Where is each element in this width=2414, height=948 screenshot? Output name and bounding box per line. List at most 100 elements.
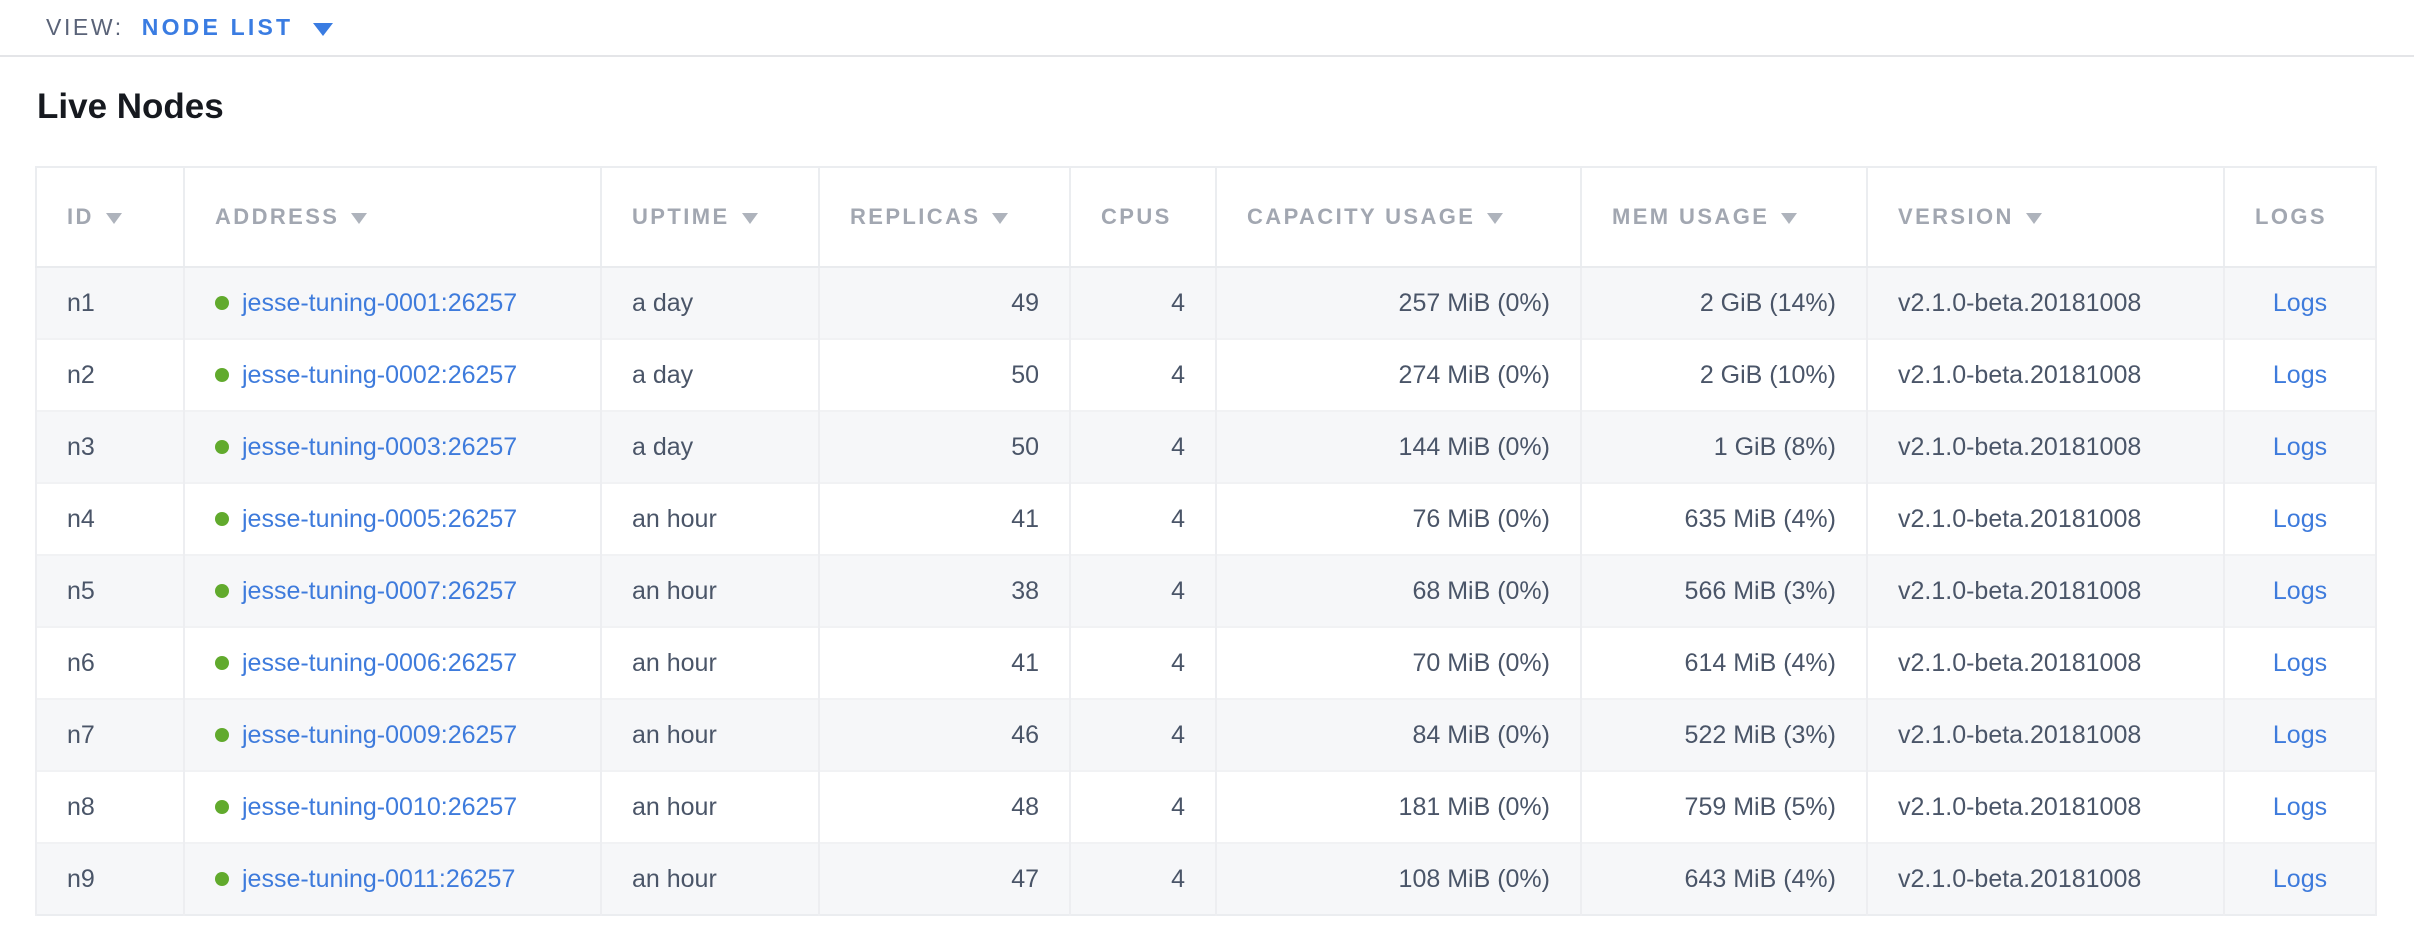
cell-address: jesse-tuning-0010:26257 xyxy=(183,770,602,843)
cell-uptime: a day xyxy=(600,410,820,483)
logs-link[interactable]: Logs xyxy=(2272,288,2328,317)
cell-id: n7 xyxy=(35,698,185,771)
cell-cpus: 4 xyxy=(1069,770,1217,843)
node-healthy-icon xyxy=(215,295,229,310)
live-nodes-table: ID ADDRESS UPTIME REPLICAS CPUS CAPACITY USAG… xyxy=(35,166,2377,916)
cell-logs: Logs xyxy=(2223,698,2377,771)
node-address-link[interactable]: jesse-tuning-0007:26257 xyxy=(242,576,518,605)
cell-mem: 614 MiB (4%) xyxy=(1580,626,1868,699)
sort-desc-icon xyxy=(105,213,122,224)
node-address-link[interactable]: jesse-tuning-0010:26257 xyxy=(242,792,518,821)
node-address-link[interactable]: jesse-tuning-0005:26257 xyxy=(242,504,518,533)
cell-id: n4 xyxy=(35,482,185,555)
cell-id: n1 xyxy=(35,266,185,339)
node-healthy-icon xyxy=(215,511,229,526)
table-header: ID ADDRESS UPTIME REPLICAS CPUS CAPACITY USAG… xyxy=(35,167,2377,268)
table-row: n9 jesse-tuning-0011:26257 an hour 47 4 108 M… xyxy=(35,842,2377,915)
cell-uptime: an hour xyxy=(600,482,820,555)
cell-mem: 2 GiB (10%) xyxy=(1580,338,1868,411)
cell-logs: Logs xyxy=(2223,842,2377,915)
cell-logs: Logs xyxy=(2223,338,2377,411)
node-healthy-icon xyxy=(215,655,229,670)
column-header-replicas[interactable]: REPLICAS xyxy=(818,167,1071,268)
column-header-address[interactable]: ADDRESS xyxy=(183,167,602,268)
logs-link[interactable]: Logs xyxy=(2272,648,2328,677)
live-nodes-section: ID ADDRESS UPTIME REPLICAS CPUS CAPACITY USAG… xyxy=(35,166,2377,916)
sort-desc-icon xyxy=(1487,213,1504,224)
node-address-link[interactable]: jesse-tuning-0003:26257 xyxy=(242,432,518,461)
cell-replicas: 49 xyxy=(818,266,1071,339)
column-header-capacity[interactable]: CAPACITY USAGE xyxy=(1215,167,1582,268)
column-label: VERSION xyxy=(1898,204,2014,229)
cell-replicas: 41 xyxy=(818,626,1071,699)
table-header-row: ID ADDRESS UPTIME REPLICAS CPUS CAPACITY USAG… xyxy=(35,167,2377,268)
cell-logs: Logs xyxy=(2223,482,2377,555)
cell-version: v2.1.0-beta.20181008 xyxy=(1866,770,2225,843)
node-address-link[interactable]: jesse-tuning-0006:26257 xyxy=(242,648,518,677)
cell-id: n2 xyxy=(35,338,185,411)
cell-replicas: 47 xyxy=(818,842,1071,915)
table-row: n6 jesse-tuning-0006:26257 an hour 41 4 70 Mi… xyxy=(35,626,2377,699)
sort-desc-icon xyxy=(1781,213,1798,224)
column-header-cpus: CPUS xyxy=(1069,167,1217,268)
cell-version: v2.1.0-beta.20181008 xyxy=(1866,698,2225,771)
node-healthy-icon xyxy=(215,799,229,814)
node-address-link[interactable]: jesse-tuning-0009:26257 xyxy=(242,720,518,749)
logs-link[interactable]: Logs xyxy=(2272,504,2328,533)
column-label: CPUS xyxy=(1101,204,1172,229)
cell-cpus: 4 xyxy=(1069,842,1217,915)
cell-address: jesse-tuning-0009:26257 xyxy=(183,698,602,771)
cell-version: v2.1.0-beta.20181008 xyxy=(1866,266,2225,339)
node-healthy-icon xyxy=(215,871,229,886)
column-label: UPTIME xyxy=(632,204,730,229)
column-header-mem[interactable]: MEM USAGE xyxy=(1580,167,1868,268)
cell-uptime: an hour xyxy=(600,770,820,843)
sort-desc-icon xyxy=(741,213,758,224)
logs-link[interactable]: Logs xyxy=(2272,576,2328,605)
node-address-link[interactable]: jesse-tuning-0001:26257 xyxy=(242,288,518,317)
cell-capacity: 76 MiB (0%) xyxy=(1215,482,1582,555)
cell-uptime: an hour xyxy=(600,626,820,699)
cell-logs: Logs xyxy=(2223,410,2377,483)
cell-cpus: 4 xyxy=(1069,338,1217,411)
cell-cpus: 4 xyxy=(1069,626,1217,699)
column-header-uptime[interactable]: UPTIME xyxy=(600,167,820,268)
cell-id: n3 xyxy=(35,410,185,483)
logs-link[interactable]: Logs xyxy=(2272,792,2328,821)
sort-desc-icon xyxy=(2025,213,2042,224)
node-address-link[interactable]: jesse-tuning-0011:26257 xyxy=(242,864,516,893)
cell-uptime: an hour xyxy=(600,698,820,771)
cell-version: v2.1.0-beta.20181008 xyxy=(1866,626,2225,699)
cell-version: v2.1.0-beta.20181008 xyxy=(1866,554,2225,627)
cell-cpus: 4 xyxy=(1069,410,1217,483)
logs-link[interactable]: Logs xyxy=(2272,720,2328,749)
cell-mem: 643 MiB (4%) xyxy=(1580,842,1868,915)
column-label: CAPACITY USAGE xyxy=(1247,204,1476,229)
cell-replicas: 50 xyxy=(818,410,1071,483)
cell-logs: Logs xyxy=(2223,554,2377,627)
cell-capacity: 257 MiB (0%) xyxy=(1215,266,1582,339)
column-label: ID xyxy=(67,204,94,229)
cell-mem: 635 MiB (4%) xyxy=(1580,482,1868,555)
logs-link[interactable]: Logs xyxy=(2272,360,2328,389)
chevron-down-icon xyxy=(313,22,334,36)
cell-mem: 566 MiB (3%) xyxy=(1580,554,1868,627)
logs-link[interactable]: Logs xyxy=(2272,432,2328,461)
node-address-link[interactable]: jesse-tuning-0002:26257 xyxy=(242,360,518,389)
cell-address: jesse-tuning-0005:26257 xyxy=(183,482,602,555)
cell-logs: Logs xyxy=(2223,626,2377,699)
cell-logs: Logs xyxy=(2223,770,2377,843)
column-header-version[interactable]: VERSION xyxy=(1866,167,2225,268)
cell-address: jesse-tuning-0007:26257 xyxy=(183,554,602,627)
table-row: n8 jesse-tuning-0010:26257 an hour 48 4 181 M… xyxy=(35,770,2377,843)
cell-address: jesse-tuning-0002:26257 xyxy=(183,338,602,411)
view-selector-dropdown[interactable]: NODE LIST xyxy=(142,14,334,41)
cell-cpus: 4 xyxy=(1069,554,1217,627)
cell-id: n5 xyxy=(35,554,185,627)
cell-replicas: 38 xyxy=(818,554,1071,627)
view-label: VIEW: xyxy=(46,14,124,40)
column-label: ADDRESS xyxy=(215,204,340,229)
column-header-id[interactable]: ID xyxy=(35,167,185,268)
cell-capacity: 181 MiB (0%) xyxy=(1215,770,1582,843)
logs-link[interactable]: Logs xyxy=(2272,864,2328,893)
